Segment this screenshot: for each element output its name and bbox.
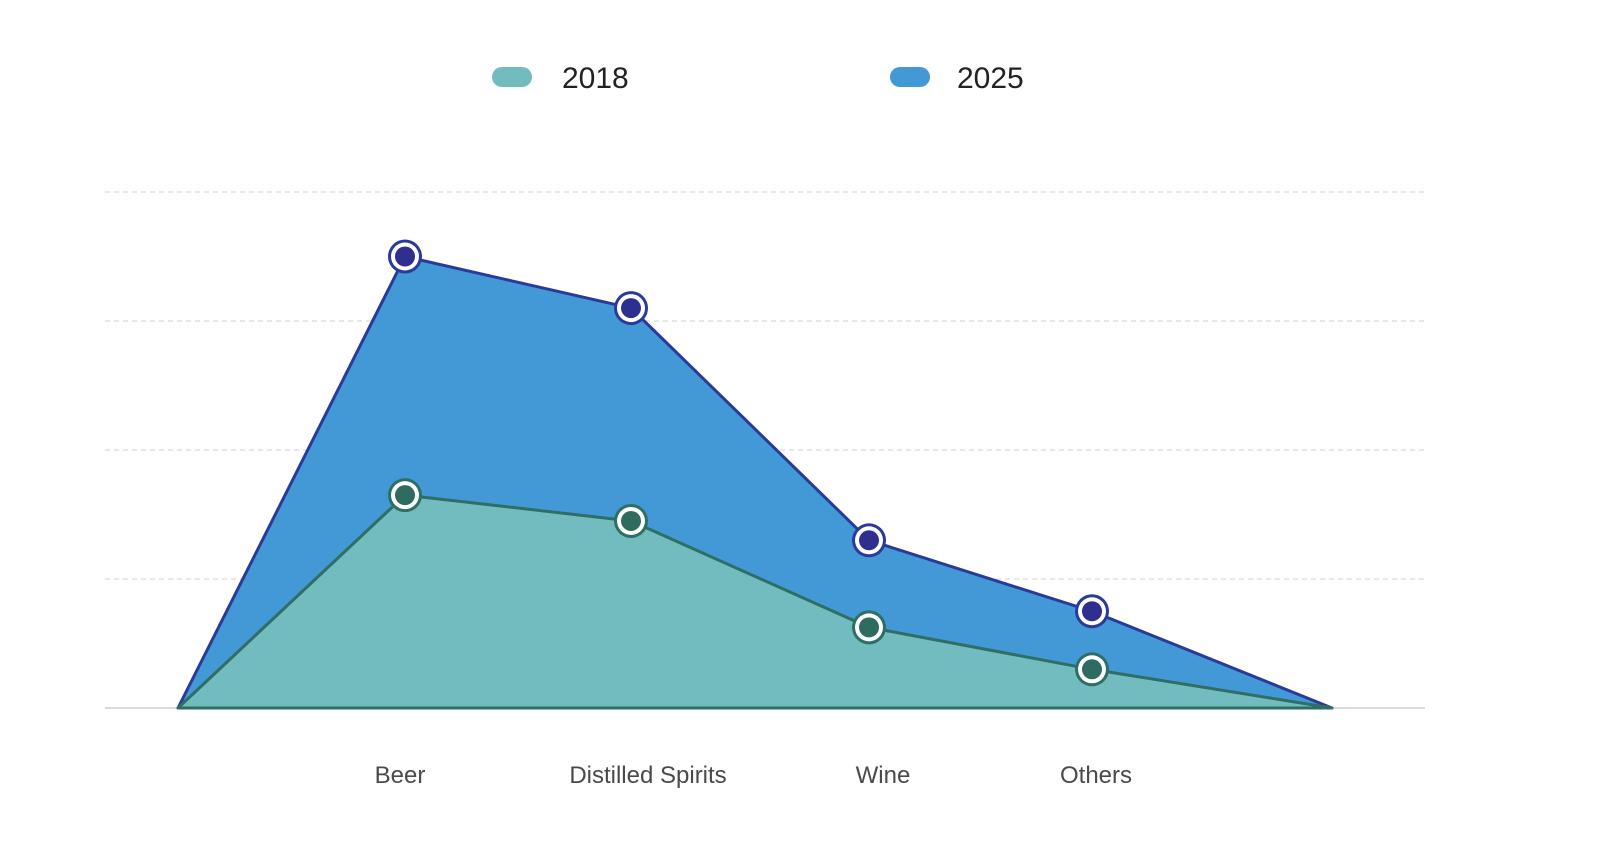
x-tick-label: Beer [375,762,426,789]
data-point-2018-distilled-spirits[interactable] [614,503,648,538]
marker-dot [621,298,641,319]
marker-dot [1082,601,1102,622]
data-point-2025-distilled-spirits[interactable] [614,291,648,326]
x-tick-label: Distilled Spirits [569,762,726,789]
marker-dot [395,485,415,506]
legend-label: 2025 [957,62,1024,95]
data-markers [388,239,1109,687]
x-axis-ticks: Beer Distilled Spirits Wine Others [375,762,1132,789]
data-point-2018-wine[interactable] [852,610,886,645]
x-tick-label: Wine [856,762,911,789]
marker-dot [621,510,641,531]
marker-dot [1082,659,1102,680]
legend-swatch [492,67,532,87]
data-point-2025-beer[interactable] [388,239,422,274]
marker-dot [395,246,415,267]
data-point-2018-beer[interactable] [388,478,422,513]
legend-item-2018[interactable]: 2018 [492,62,629,95]
marker-dot [859,530,879,551]
legend-label: 2018 [562,62,629,95]
legend-item-2025[interactable]: 2025 [890,62,1024,95]
data-point-2018-others[interactable] [1075,652,1109,687]
legend-swatch [890,67,930,87]
marker-dot [859,617,879,638]
series-areas [176,255,1334,710]
x-tick-label: Others [1060,762,1132,789]
data-point-2025-wine[interactable] [852,523,886,558]
data-point-2025-others[interactable] [1075,594,1109,629]
legend: 2018 2025 [492,62,1024,95]
